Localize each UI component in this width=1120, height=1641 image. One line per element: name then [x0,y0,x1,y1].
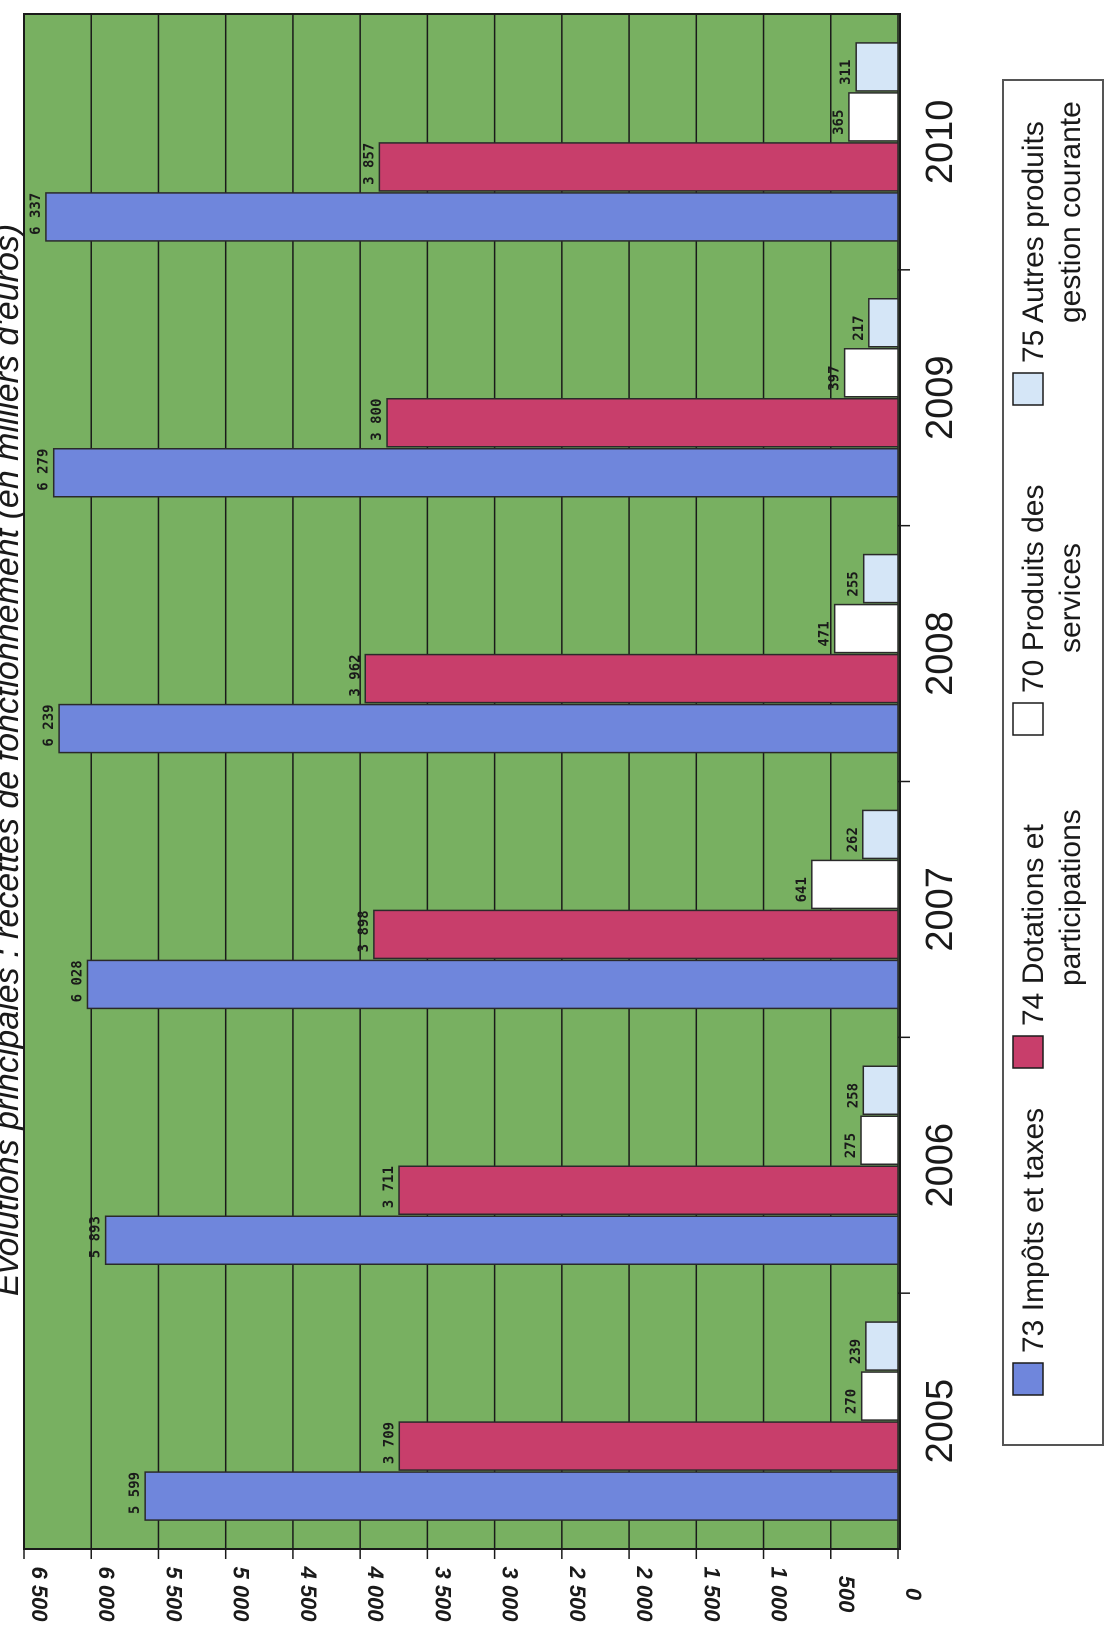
y-tick-label: 0 [901,1588,926,1601]
data-label: 275 [843,1133,859,1158]
y-tick-label: 2 000 [632,1565,657,1622]
legend-swatch [1012,1035,1044,1069]
legend-swatch [1012,702,1044,736]
data-label: 5 893 [88,1216,104,1258]
data-label: 397 [827,365,843,390]
bars [45,42,899,1521]
y-tick-label: 500 [834,1576,859,1613]
category-label: 2010 [919,100,961,185]
data-label: 5 599 [127,1472,143,1514]
legend-swatch [1012,372,1044,406]
y-tick-label: 1 000 [767,1566,792,1622]
category-label: 2006 [919,1123,961,1208]
legend-label: gestion courante [1054,101,1087,323]
data-label: 3 898 [356,910,372,952]
y-tick-label: 6 500 [27,1566,52,1622]
value-axis-ticks: 0 500 1 000 1 500 2 000 2 500 3 000 3 500 4 000 4… [23,1549,926,1622]
data-label: 365 [831,110,847,135]
bar [860,1371,899,1421]
legend-label: participations [1054,809,1087,986]
data-label: 6 279 [36,449,52,491]
y-tick-label: 3 500 [430,1566,455,1622]
bar [843,348,899,398]
category-label: 2009 [919,355,961,440]
chart-title: Évolutions principales : recettes de fon… [0,224,26,1296]
bar [811,859,899,910]
data-label: 3 962 [347,654,363,696]
data-label: 6 028 [69,960,85,1002]
bar [58,703,899,754]
data-label: 6 337 [28,193,44,235]
category-label: 2008 [919,611,961,696]
bar [862,553,899,604]
bar [373,909,899,960]
bar [860,1115,899,1165]
legend-label: 73 Impôts et taxes [1017,1108,1050,1353]
legend-label: 75 Autres produits [1017,121,1050,363]
y-tick-label: 4 000 [363,1565,388,1622]
data-label: 255 [846,571,862,596]
legend-box [1002,79,1104,1446]
plot-area [23,13,901,1550]
data-label: 217 [851,315,867,340]
data-label: 262 [845,827,861,852]
bar [855,42,899,92]
data-labels: 5 599 3 709 270 239 5 893 3 711 275 258 6 028 3 8… [28,60,867,1514]
data-label: 258 [845,1083,861,1108]
y-tick-label: 6 000 [94,1566,119,1622]
data-label: 239 [848,1339,864,1364]
data-label: 3 857 [361,143,377,185]
bar [144,1471,899,1521]
bar [378,142,899,192]
y-tick-label: 1 500 [699,1566,724,1622]
data-label: 3 709 [381,1422,397,1464]
bar [364,653,899,704]
data-label: 311 [838,60,854,85]
category-labels: 2005 2006 2007 2008 2009 2010 [919,100,961,1464]
y-tick-label: 5 000 [229,1566,254,1622]
y-tick-label: 5 500 [161,1566,186,1622]
bar [398,1165,899,1215]
legend-label: 74 Dotations et [1017,824,1050,1026]
y-tick-label: 4 500 [296,1565,321,1622]
legend-label: services [1054,543,1087,653]
bar [868,298,899,348]
bar [862,809,899,860]
data-label: 3 711 [381,1166,397,1208]
bar [386,398,899,448]
bar [52,448,899,498]
legend-swatch [1012,1362,1044,1396]
bar [86,959,899,1010]
legend: 73 Impôts et taxes 74 Dotations et partici… [1002,79,1104,1446]
category-label: 2005 [919,1379,961,1464]
y-tick-label: 3 000 [498,1566,523,1622]
legend-label: 70 Produits des [1017,485,1050,693]
data-label: 641 [794,877,810,902]
bar [833,603,899,654]
data-label: 270 [844,1389,860,1414]
y-tick-label: 2 500 [565,1565,590,1622]
gridlines [23,14,910,1549]
bar [398,1421,899,1471]
bar [45,192,899,242]
data-label: 471 [817,621,833,646]
bar [848,92,899,142]
category-label: 2007 [919,867,961,952]
data-label: 6 239 [41,704,57,746]
bar [104,1215,899,1265]
bar [865,1321,899,1371]
bar [862,1065,899,1115]
data-label: 3 800 [369,399,385,441]
